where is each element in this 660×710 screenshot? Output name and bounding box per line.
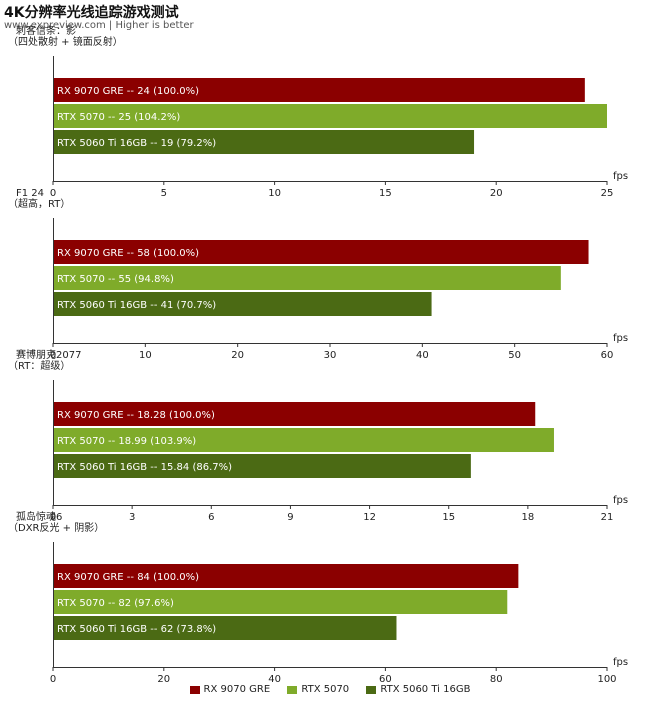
- legend-swatch: [287, 685, 298, 694]
- legend-item-rx-9070-gre: RX 9070 GRE: [189, 684, 271, 696]
- bar-label: RX 9070 GRE -- 24 (100.0%): [57, 86, 199, 97]
- x-tick-label: 0: [50, 188, 56, 199]
- x-tick-label: 50: [508, 350, 521, 361]
- x-tick-label: 20: [490, 188, 503, 199]
- legend-item-rtx-5070: RTX 5070: [287, 684, 349, 696]
- bar-label: RTX 5070 -- 18.99 (103.9%): [57, 436, 196, 447]
- x-tick-label: 20: [231, 350, 244, 361]
- x-tick-label: 15: [442, 512, 455, 523]
- x-axis-unit: fps: [613, 171, 628, 182]
- x-tick-label: 60: [379, 674, 392, 682]
- x-tick-label: 10: [268, 188, 281, 199]
- bar: [54, 402, 536, 426]
- panel-title: F1 24: [16, 188, 44, 199]
- bar-label: RTX 5060 Ti 16GB -- 62 (73.8%): [57, 624, 216, 635]
- bar: [54, 454, 471, 478]
- charts-canvas: 刺客信条：影（四处散射 + 镜面反射） RX 9070 GRE -- 24 (10…: [8, 24, 628, 682]
- legend: RX 9070 GRE RTX 5070 RTX 5060 Ti 16GB: [0, 684, 660, 696]
- x-tick-label: 20: [157, 674, 170, 682]
- x-tick-label: 0: [50, 674, 56, 682]
- x-tick-label: 9: [287, 512, 293, 523]
- bar: [54, 130, 475, 154]
- bar-label: RTX 5060 Ti 16GB -- 19 (79.2%): [57, 138, 216, 149]
- x-tick-label: 5: [161, 188, 167, 199]
- legend-swatch: [189, 685, 200, 694]
- bar: [54, 564, 519, 588]
- x-tick-label: 12: [363, 512, 376, 523]
- bar: [54, 292, 432, 316]
- panel-subtitle: （超高，RT）: [8, 197, 70, 210]
- x-tick-label: 80: [490, 674, 503, 682]
- panel-subtitle: （RT：超级）: [8, 359, 70, 372]
- x-tick-label: 10: [139, 350, 152, 361]
- x-tick-label: 21: [601, 512, 614, 523]
- legend-label: RTX 5060 Ti 16GB: [380, 684, 471, 695]
- bar-label: RTX 5070 -- 82 (97.6%): [57, 598, 174, 609]
- x-tick-label: 40: [268, 674, 281, 682]
- bar-label: RX 9070 GRE -- 18.28 (100.0%): [57, 410, 215, 421]
- x-tick-label: 30: [324, 350, 337, 361]
- x-tick-label: 3: [129, 512, 135, 523]
- bar: [54, 590, 508, 614]
- x-tick-label: 60: [601, 350, 614, 361]
- x-tick-label: 100: [597, 674, 616, 682]
- bar: [54, 240, 589, 264]
- x-tick-label: 6: [208, 512, 214, 523]
- panel-subtitle: （四处散射 + 镜面反射）: [8, 35, 123, 48]
- x-axis-unit: fps: [613, 333, 628, 344]
- legend-item-rtx-5060-ti: RTX 5060 Ti 16GB: [366, 684, 470, 696]
- bar: [54, 78, 585, 102]
- x-tick-label: 0: [50, 512, 56, 523]
- panel-title: 赛博朋克2077: [16, 348, 81, 361]
- x-tick-label: 18: [521, 512, 534, 523]
- legend-label: RTX 5070: [301, 684, 350, 695]
- bar-label: RX 9070 GRE -- 58 (100.0%): [57, 248, 199, 259]
- legend-swatch: [366, 685, 377, 694]
- bar: [54, 616, 397, 640]
- panel-title: 刺客信条：影: [16, 24, 76, 37]
- bar: [54, 428, 554, 452]
- x-tick-label: 15: [379, 188, 392, 199]
- legend-label: RX 9070 GRE: [203, 684, 271, 695]
- bar-label: RTX 5070 -- 55 (94.8%): [57, 274, 174, 285]
- x-axis-unit: fps: [613, 495, 628, 506]
- x-tick-label: 0: [50, 350, 56, 361]
- panel-subtitle: （DXR反光 + 阴影）: [8, 521, 104, 534]
- bar-label: RTX 5070 -- 25 (104.2%): [57, 112, 180, 123]
- x-axis-unit: fps: [613, 657, 628, 668]
- bar: [54, 266, 561, 290]
- bar: [54, 104, 607, 128]
- chart-subtitle: www.expreview.com | Higher is better: [4, 20, 194, 31]
- chart-title: 4K分辨率光线追踪游戏测试: [4, 5, 179, 21]
- bar-label: RTX 5060 Ti 16GB -- 41 (70.7%): [57, 300, 216, 311]
- bar-label: RTX 5060 Ti 16GB -- 15.84 (86.7%): [57, 462, 232, 473]
- x-tick-label: 40: [416, 350, 429, 361]
- panel-title: 孤岛惊魂6: [16, 510, 62, 523]
- x-tick-label: 25: [601, 188, 614, 199]
- bar-label: RX 9070 GRE -- 84 (100.0%): [57, 572, 199, 583]
